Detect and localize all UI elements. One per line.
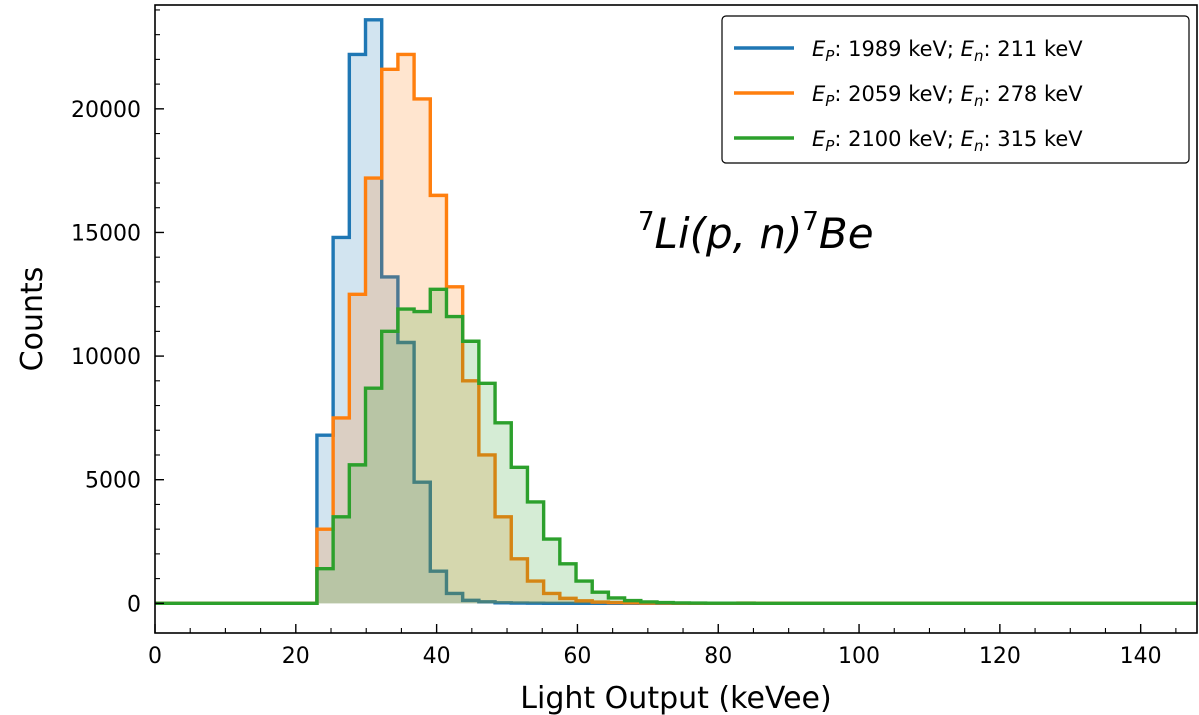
annotation-mass-number-2: 7	[802, 207, 819, 237]
series-group	[155, 18, 1197, 606]
y-tick-label: 15000	[71, 221, 141, 246]
x-tick-label: 80	[704, 644, 732, 669]
y-axis-label: Counts	[15, 267, 50, 372]
legend-label-1: EP: 2059 keV; En: 278 keV	[812, 82, 1083, 110]
series-1-fill	[316, 54, 1192, 604]
annotation-mass-number-1: 7	[638, 207, 655, 237]
series-2-fill	[316, 289, 1192, 604]
y-tick-label: 5000	[85, 469, 141, 494]
y-tick-label: 0	[127, 592, 141, 617]
annotation-reactant: Li(p, n)	[655, 209, 803, 258]
legend: EP: 1989 keV; En: 211 keV EP: 2059 keV; E…	[721, 15, 1190, 164]
x-tick-label: 40	[423, 644, 451, 669]
ticks-layer: 0 20 40 60 80 100 120 140 0 5000 10000 15000 20000	[71, 9, 1177, 669]
series-2-line	[155, 287, 1197, 606]
legend-box	[721, 15, 1190, 164]
y-tick-label: 10000	[71, 345, 141, 370]
x-tick-label: 100	[838, 644, 880, 669]
annotation-product: Be	[819, 209, 874, 258]
plot-frame	[154, 4, 1198, 634]
reaction-annotation: 7Li(p, n)7Be	[638, 207, 874, 258]
x-tick-label: 20	[282, 644, 310, 669]
series-0-fill	[316, 19, 1192, 604]
x-tick-label: 0	[148, 644, 162, 669]
x-tick-label: 60	[563, 644, 591, 669]
legend-label-2: EP: 2100 keV; En: 315 keV	[812, 127, 1083, 155]
series-layer	[155, 18, 1197, 606]
x-axis-label: Light Output (keVee)	[520, 681, 831, 715]
y-tick-label: 20000	[71, 98, 141, 123]
x-tick-label: 140	[1120, 644, 1162, 669]
x-tick-label: 120	[979, 644, 1021, 669]
legend-label-0: EP: 1989 keV; En: 211 keV	[812, 37, 1083, 65]
